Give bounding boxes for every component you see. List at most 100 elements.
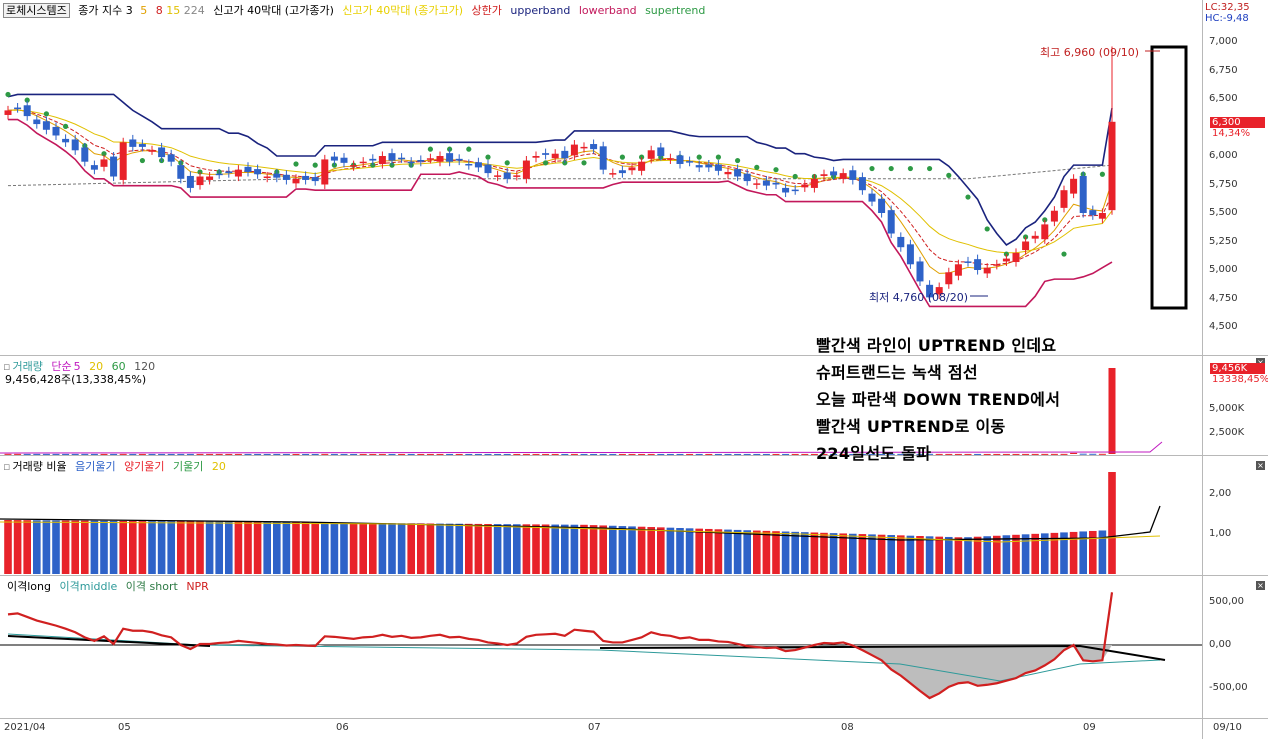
tick-5000: 5,000 [1209,264,1238,275]
ratio-bar [90,520,99,574]
supertrend-dot [927,165,933,172]
ma-label[interactable]: 종가 지수 3 5 8 15 224 [78,4,205,17]
candle-body [148,150,156,152]
candle-body [887,210,895,234]
candle-body [772,182,780,185]
volume-bar [110,453,118,455]
ratio-bar [426,523,435,574]
candle-body [753,183,761,185]
ratio-bar [733,529,742,574]
highlight-box [1150,45,1188,310]
close-icon[interactable]: × [1256,581,1265,590]
ratio-bar [330,522,339,574]
lowerband-label[interactable]: lowerband [578,4,637,17]
neg-slope-label[interactable]: 음기울기 [75,460,116,473]
pos-slope-label[interactable]: 양기울기 [124,460,165,473]
candle-body [206,176,214,180]
volume-bar [666,453,674,455]
ratio-bar [1098,530,1107,574]
ratio-tick-1: 1,00 [1209,528,1232,539]
price-tag: 6,300 [1210,117,1265,128]
annotation-line-5: 224일선도 돌파 [816,444,932,463]
disparity-plot-area[interactable] [0,576,1203,719]
volume-bar [858,453,866,455]
breakout-label[interactable]: 신고가 40막대 (고가종가) [213,4,334,17]
volume-plot-area[interactable] [0,356,1203,456]
volume-bar [974,453,982,455]
supertrend-dot [965,194,971,200]
candle-body [446,153,454,162]
breakout2-label[interactable]: 신고가 40막대 (종가고가) [342,4,464,17]
volume-bar [935,453,943,455]
slope-label[interactable]: 기울기 [173,460,204,473]
ratio-plot-area[interactable] [0,456,1203,576]
volume-bar [724,453,732,455]
supertrend-dot [619,154,626,160]
volume-bar [52,453,60,455]
volume-bar [522,453,530,455]
upperband-label[interactable]: upperband [510,4,571,17]
high-label: 최고 6,960 (09/10) [1040,46,1140,59]
ratio-bar [474,523,483,574]
ratio-bar [311,522,319,574]
volume-bar [772,453,780,455]
candle-body [23,105,31,117]
volume-bar [215,453,223,455]
volume-tag: 9,456K [1210,363,1265,374]
ratio-bar [23,520,31,574]
volume-label[interactable]: 거래량 [12,360,43,373]
supertrend-dot [543,160,549,166]
volume-bar [1060,453,1068,455]
candle-body [1098,213,1106,219]
volume-bar [1002,453,1010,455]
volume-bar [378,453,386,455]
ratio-bar [858,534,867,574]
volume-bar [321,453,329,455]
system-name[interactable]: 로체시스템즈 [3,3,70,18]
disparity-long-label[interactable]: 이격long [7,580,51,593]
limit-up-label[interactable]: 상한가 [471,4,502,17]
ratio-bar [935,536,943,574]
ratio-bar [618,526,627,574]
disparity-middle-label[interactable]: 이격middle [59,580,118,593]
candle-body [215,173,223,176]
supertrend-dot [43,111,50,117]
price-plot-area[interactable] [0,0,1203,355]
ratio-bar [61,520,70,574]
ratio-label[interactable]: 거래량 비율 [12,460,67,473]
volume-bar [23,453,31,455]
close-icon[interactable]: × [1256,461,1265,470]
candle-body [542,153,550,155]
candle-body [580,146,588,149]
disparity-short-label[interactable]: 이격 short [125,580,178,593]
ratio-bar [561,524,569,574]
volume-bar [801,453,809,455]
ratio-period: 20 [211,460,226,473]
candle-body [388,153,396,161]
npr-label[interactable]: NPR [186,580,209,593]
candle-body [954,264,962,276]
volume-bar [158,453,166,455]
ratio-bar [215,521,223,574]
volume-legend: ▫ 거래량 단순 5 20 60 120 [3,358,160,374]
candle-body [14,107,22,110]
x-label-apr: 2021/04 [4,722,46,733]
candle-body [983,267,991,274]
volume-bar [33,453,41,455]
supertrend-label[interactable]: supertrend [645,4,706,17]
volume-bar [1089,453,1097,455]
supertrend-dot [63,123,69,129]
ratio-bar [138,521,147,574]
volume-bar [273,453,281,455]
candle-body [618,170,626,174]
close-icon[interactable]: × [1256,358,1265,367]
candle-body [849,170,857,180]
disparity-pane: 이격long 이격middle 이격 short NPR × 500,00 0,… [0,575,1268,719]
volume-type[interactable]: 단순 [51,360,72,373]
annotation-line-2: 슈퍼트랜드는 녹색 점선 [816,363,978,382]
ratio-bar [1060,532,1068,574]
ratio-bar [897,535,905,574]
supertrend-dot [639,154,645,160]
volume-bar [599,453,607,455]
ratio-bar [397,523,406,574]
